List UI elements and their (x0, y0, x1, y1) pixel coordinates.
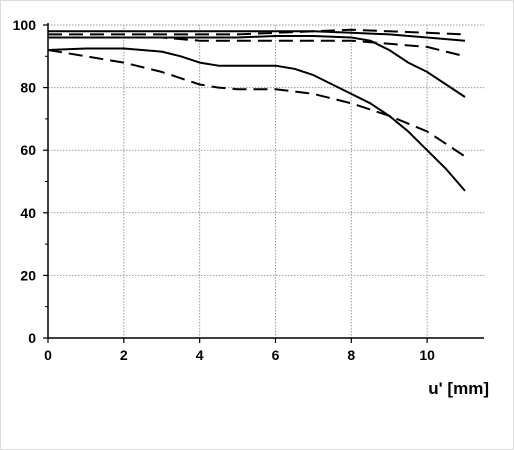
grid (48, 24, 484, 338)
x-tick-label: 0 (44, 347, 52, 363)
y-tick-label: 60 (20, 142, 36, 158)
series-line-2 (48, 28, 466, 36)
x-tick-label: 10 (419, 347, 435, 363)
y-tick-label: 80 (20, 80, 36, 96)
x-axis-title: u' [mm] (428, 379, 489, 398)
axes (43, 23, 484, 343)
x-tick-label: 8 (347, 347, 355, 363)
y-tick-label: 0 (28, 330, 36, 346)
y-tick-label: 20 (20, 267, 36, 283)
series-line-3 (48, 35, 466, 98)
x-tick-label: 2 (120, 347, 128, 363)
series-line-5 (47, 47, 466, 192)
y-tick-label: 40 (20, 205, 36, 221)
y-tick-label: 100 (13, 17, 37, 33)
x-tick-label: 6 (272, 347, 280, 363)
series-line-4 (48, 36, 466, 58)
series-line-6 (47, 49, 466, 158)
x-tick-label: 4 (196, 347, 204, 363)
series-group (47, 28, 466, 192)
